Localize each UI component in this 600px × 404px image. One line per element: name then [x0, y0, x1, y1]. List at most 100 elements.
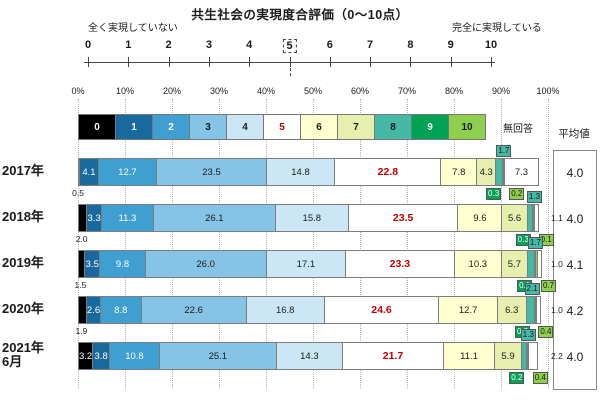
segment-value: 7.8	[452, 166, 466, 178]
legend-item-4: 4	[226, 114, 264, 140]
row-year-label: 2021年 6月	[2, 341, 74, 369]
segment-value: 4.1	[82, 166, 96, 178]
bar-segment-7: 6.3	[496, 296, 527, 324]
segment-value-callout: 1.3	[520, 329, 536, 341]
bar-segment-4: 17.1	[265, 250, 347, 278]
segment-value: 10.8	[125, 350, 144, 362]
gridline	[407, 99, 408, 389]
scale-tick-label: 8	[407, 39, 414, 51]
scale-tick-label: 0	[84, 39, 92, 51]
segment-value: 7.3	[514, 166, 529, 178]
segment-value: 5.7	[507, 258, 521, 270]
segment-value-callout: 2.1	[524, 283, 540, 295]
gridline	[78, 99, 79, 389]
average-value: 4.0	[566, 212, 584, 226]
bar-segment-5: 23.5	[347, 204, 459, 232]
scale-tick	[208, 57, 210, 67]
percent-axis-label: 100%	[536, 86, 560, 96]
segment-value: 22.6	[184, 304, 203, 316]
gridline	[266, 99, 267, 389]
segment-value: 4.3	[479, 166, 493, 178]
bar-segment-5: 21.7	[342, 342, 444, 370]
percent-axis-label: 30%	[209, 86, 229, 96]
segment-value-callout: 0.5	[72, 188, 84, 198]
segment-value-callout: 0.2	[509, 372, 525, 384]
legend-item-1: 1	[115, 114, 153, 140]
bar-segment-3: 22.6	[140, 296, 247, 324]
segment-value: 8.8	[114, 304, 128, 316]
scale-tick	[329, 57, 331, 67]
chart-title: 共生社会の実現度合評価（0～10点）	[191, 8, 409, 22]
row-year-label-line: 2020年	[2, 301, 44, 316]
bar-segment-無回答	[527, 342, 539, 370]
row-year-label-line: 2018年	[2, 209, 44, 224]
scale-midpoint-marker	[289, 63, 291, 76]
segment-value-callout: 2.2	[551, 351, 563, 361]
scale-tick	[410, 57, 412, 67]
average-column-header: 平均値	[558, 128, 590, 140]
average-value-column: 4.0 4.0 4.1 4.2 4.0	[553, 150, 597, 390]
segment-value-callout: 1.0	[551, 305, 563, 315]
segment-value: 22.8	[377, 166, 399, 178]
bar-segment-4: 14.3	[275, 342, 343, 370]
segment-value: 11.1	[460, 350, 478, 362]
scale-tick-label: 4	[246, 39, 253, 51]
segment-value-callout: 1.7	[527, 237, 543, 249]
gridline	[125, 99, 126, 389]
bar-segment-7: 5.6	[501, 204, 528, 232]
segment-value-callout: 1.3	[526, 191, 543, 203]
segment-value-callout: 1.1	[551, 213, 563, 223]
segment-value: 9.6	[473, 212, 487, 224]
percent-axis-label: 50%	[303, 86, 323, 96]
bar-segment-3: 26.0	[144, 250, 267, 278]
average-value: 4.0	[566, 350, 584, 364]
stacked-bar-row: 3.2 3.8 10.8 25.1 14.3 21.7 11.1 5.9	[78, 342, 548, 370]
segment-value: 5.6	[508, 212, 522, 224]
segment-value-callout: 0.7	[540, 280, 557, 292]
segment-value: 21.7	[382, 350, 404, 362]
legend-item-9: 9	[411, 114, 449, 140]
scale-tick-label: 2	[165, 39, 172, 51]
legend-item-6: 6	[300, 114, 338, 140]
scale-tick	[128, 57, 130, 67]
segment-value-callout: 0.4	[538, 326, 554, 338]
percent-axis-label: 40%	[256, 86, 276, 96]
legend-item-10: 10	[448, 114, 486, 140]
row-year-label: 2017年	[2, 164, 74, 178]
legend-item-8: 8	[374, 114, 412, 140]
bar-segment-4: 16.8	[245, 296, 325, 324]
percent-axis-label: 80%	[444, 86, 464, 96]
segment-value-callout: 0.2	[509, 188, 525, 200]
scale-left-endpoint-label: 全く実現していない	[88, 23, 178, 34]
scale-tick-label: 7	[367, 39, 374, 51]
bar-segment-6: 11.1	[442, 342, 496, 370]
row-year-label-line: 2019年	[2, 255, 44, 270]
scale-tick-label: 1	[125, 39, 132, 51]
segment-value: 3.5	[85, 258, 99, 270]
bar-segment-1: 2.6	[85, 296, 102, 324]
legend-item-3: 3	[189, 114, 227, 140]
bar-segment-1: 3.8	[92, 342, 111, 370]
bar-segment-2: 9.8	[99, 250, 146, 278]
scale-tick-label: 3	[205, 39, 212, 51]
segment-value: 12.7	[118, 166, 137, 178]
segment-value: 14.3	[300, 350, 319, 362]
bar-segment-1: 4.1	[79, 158, 99, 186]
average-value: 4.0	[566, 166, 584, 180]
bar-segment-0: 3.2	[78, 342, 94, 370]
bar-segment-2: 10.8	[109, 342, 160, 370]
segment-value-callout: 1.0	[551, 259, 563, 269]
segment-value-callout: 1.7	[496, 145, 512, 157]
segment-value: 23.5	[202, 166, 221, 178]
legend-item-0: 0	[78, 114, 116, 140]
bar-segment-2: 12.7	[97, 158, 158, 186]
average-value: 4.1	[566, 258, 584, 272]
segment-value: 26.1	[205, 212, 224, 224]
segment-value-callout: 0.3	[486, 188, 502, 200]
segment-value-callout: 1.9	[75, 326, 88, 336]
gridline	[454, 99, 455, 389]
segment-value-callout: 2.0	[75, 234, 88, 244]
segment-value: 16.8	[275, 304, 295, 316]
gridline	[501, 99, 502, 389]
